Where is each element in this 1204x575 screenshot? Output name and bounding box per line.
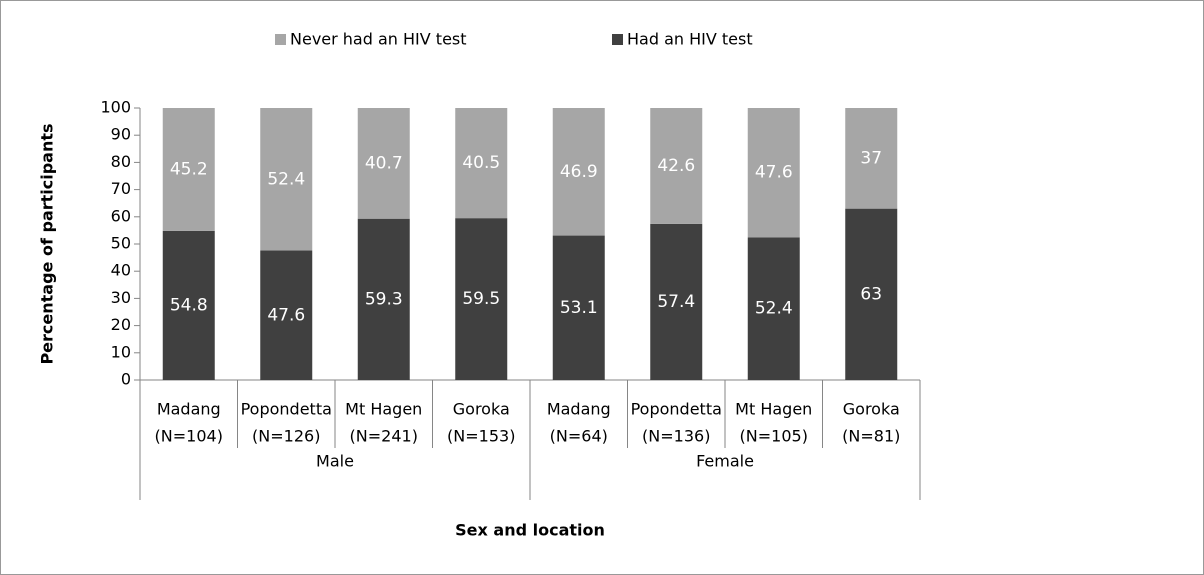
x-tick-label: (N=81) bbox=[842, 427, 900, 446]
x-tick-label: (N=104) bbox=[155, 427, 223, 446]
x-tick-label: (N=136) bbox=[642, 427, 710, 446]
value-label: 59.3 bbox=[365, 289, 403, 309]
bar-segment bbox=[162, 230, 215, 380]
legend-swatch bbox=[275, 34, 286, 45]
bar-segment bbox=[552, 235, 605, 380]
bar-segment bbox=[845, 208, 898, 380]
x-tick-label: Popondetta bbox=[241, 400, 332, 419]
x-tick-label: Madang bbox=[157, 400, 221, 419]
bar-segment bbox=[650, 108, 703, 224]
value-label: 53.1 bbox=[560, 298, 598, 318]
bar-segment bbox=[747, 237, 800, 380]
bar-segment bbox=[357, 108, 410, 219]
x-tick-label: Goroka bbox=[453, 400, 510, 419]
x-tick-label: Mt Hagen bbox=[735, 400, 812, 419]
bar-segment bbox=[162, 108, 215, 231]
bar-segment bbox=[455, 218, 508, 380]
legend-label: Had an HIV test bbox=[627, 30, 753, 49]
bar-segment bbox=[845, 108, 898, 209]
x-tick-label: (N=241) bbox=[350, 427, 418, 446]
value-label: 46.9 bbox=[560, 162, 598, 182]
value-label: 47.6 bbox=[267, 305, 305, 325]
y-tick-label: 40 bbox=[111, 261, 131, 280]
bar-segment bbox=[260, 108, 313, 251]
value-label: 52.4 bbox=[755, 299, 793, 319]
y-tick-label: 30 bbox=[111, 288, 131, 307]
y-tick-label: 80 bbox=[111, 152, 131, 171]
value-label: 47.6 bbox=[755, 163, 793, 183]
y-tick-label: 100 bbox=[100, 98, 131, 117]
y-tick-label: 20 bbox=[111, 315, 131, 334]
value-label: 37 bbox=[860, 148, 882, 168]
value-label: 57.4 bbox=[657, 292, 695, 312]
value-label: 59.5 bbox=[462, 289, 500, 309]
y-tick-label: 90 bbox=[111, 125, 131, 144]
bar-segment bbox=[260, 250, 313, 380]
x-tick-label: Madang bbox=[547, 400, 611, 419]
value-label: 54.8 bbox=[170, 295, 208, 315]
value-label: 63 bbox=[860, 284, 882, 304]
x-tick-label: Goroka bbox=[843, 400, 900, 419]
x-tick-label: (N=64) bbox=[550, 427, 608, 446]
y-tick-label: 0 bbox=[121, 370, 131, 389]
bar-segment bbox=[650, 223, 703, 380]
legend-label: Never had an HIV test bbox=[290, 30, 467, 49]
y-tick-label: 50 bbox=[111, 234, 131, 253]
x-axis-title: Sex and location bbox=[455, 521, 605, 540]
value-label: 40.7 bbox=[365, 153, 403, 173]
value-label: 40.5 bbox=[462, 153, 500, 173]
x-tick-label: Popondetta bbox=[631, 400, 722, 419]
value-label: 42.6 bbox=[657, 156, 695, 176]
bar-segment bbox=[357, 218, 410, 380]
y-tick-label: 70 bbox=[111, 179, 131, 198]
y-tick-label: 60 bbox=[111, 206, 131, 225]
y-tick-label: 10 bbox=[111, 342, 131, 361]
bar-segment bbox=[455, 108, 508, 219]
x-tick-label: (N=105) bbox=[740, 427, 808, 446]
x-tick-label: (N=153) bbox=[447, 427, 515, 446]
group-label: Female bbox=[696, 452, 754, 471]
value-label: 52.4 bbox=[267, 169, 305, 189]
group-label: Male bbox=[316, 452, 354, 471]
bar-segment bbox=[747, 108, 800, 238]
x-tick-label: Mt Hagen bbox=[345, 400, 422, 419]
y-axis-title: Percentage of participants bbox=[38, 123, 57, 364]
value-label: 45.2 bbox=[170, 159, 208, 179]
bar-segment bbox=[552, 108, 605, 236]
x-tick-label: (N=126) bbox=[252, 427, 320, 446]
legend-swatch bbox=[612, 34, 623, 45]
